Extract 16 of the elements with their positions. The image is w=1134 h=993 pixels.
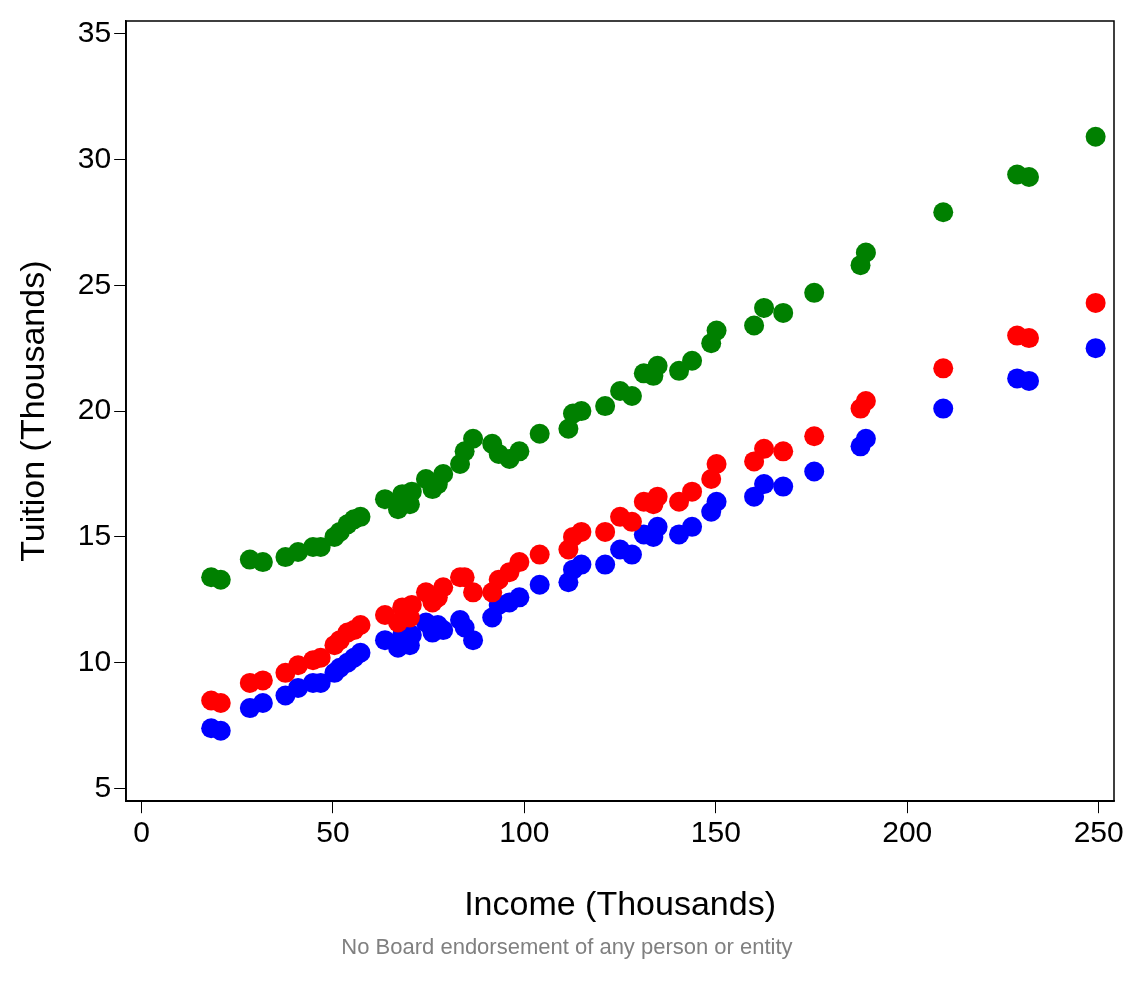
text: No Board endorsement of any person or entity [340, 934, 794, 960]
y-tick-label: 30 [77, 140, 112, 174]
x-tick-label: 100 [499, 815, 550, 849]
x-tick-label: 200 [882, 815, 933, 849]
y-tick-label: 20 [77, 392, 112, 426]
y-tick-label: 25 [77, 266, 112, 300]
y-tick-label: 15 [77, 518, 112, 552]
y-axis-title: Tuition (Thousands) [12, 260, 51, 562]
x-tick-label: 0 [133, 815, 150, 849]
y-tick-label: 10 [77, 644, 112, 678]
x-axis-title: Income (Thousands) [464, 883, 776, 922]
x-tick-label: 250 [1073, 815, 1124, 849]
y-tick-label: 5 [94, 769, 112, 803]
x-tick-label: 50 [316, 815, 350, 849]
y-tick-label: 35 [77, 14, 112, 48]
x-tick-label: 150 [690, 815, 741, 849]
